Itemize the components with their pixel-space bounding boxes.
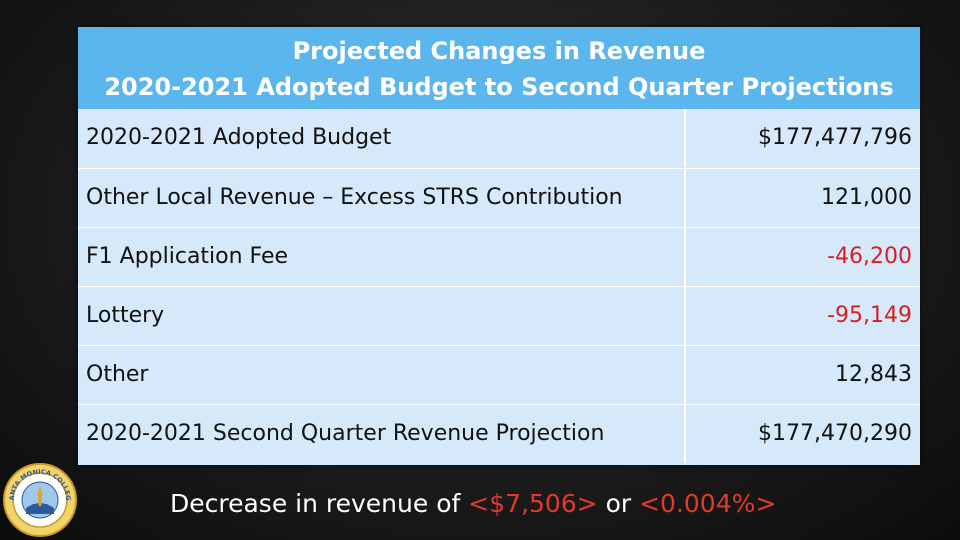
college-seal-icon: SANTA MONICA COLLEGE [2,462,77,537]
table-row: 2020-2021 Second Quarter Revenue Project… [78,404,920,463]
column-divider [684,169,686,227]
table-row: Lottery -95,149 [78,286,920,345]
table-subtitle: 2020-2021 Adopted Budget to Second Quart… [104,73,894,101]
revenue-table: Projected Changes in Revenue 2020-2021 A… [78,27,920,465]
row-label: Other [86,362,149,387]
column-divider [684,109,686,167]
table-header: Projected Changes in Revenue 2020-2021 A… [78,27,920,109]
summary-prefix: Decrease in revenue of [170,489,469,518]
row-value: 12,843 [835,362,912,387]
table-row: Other 12,843 [78,345,920,404]
row-label: 2020-2021 Second Quarter Revenue Project… [86,421,605,446]
row-value: $177,470,290 [758,421,912,446]
row-value: 121,000 [821,185,912,210]
row-label: F1 Application Fee [86,244,289,269]
summary-amount: <$7,506> [468,489,598,518]
row-label: 2020-2021 Adopted Budget [86,125,392,150]
column-divider [684,287,686,345]
table-row: Other Local Revenue – Excess STRS Contri… [78,168,920,227]
table-title: Projected Changes in Revenue [292,37,706,65]
table-row: F1 Application Fee -46,200 [78,227,920,286]
row-value-negative: -95,149 [827,303,912,328]
summary-text: Decrease in revenue of <$7,506> or <0.00… [170,484,776,524]
table-row: 2020-2021 Adopted Budget $177,477,796 [78,109,920,168]
row-label: Other Local Revenue – Excess STRS Contri… [86,185,623,210]
row-value-negative: -46,200 [827,244,912,269]
column-divider [684,228,686,286]
column-divider [684,346,686,404]
summary-middle: or [597,489,640,518]
row-label: Lottery [86,303,165,328]
row-value: $177,477,796 [758,125,912,150]
column-divider [684,405,686,463]
summary-percent: <0.004%> [639,489,777,518]
